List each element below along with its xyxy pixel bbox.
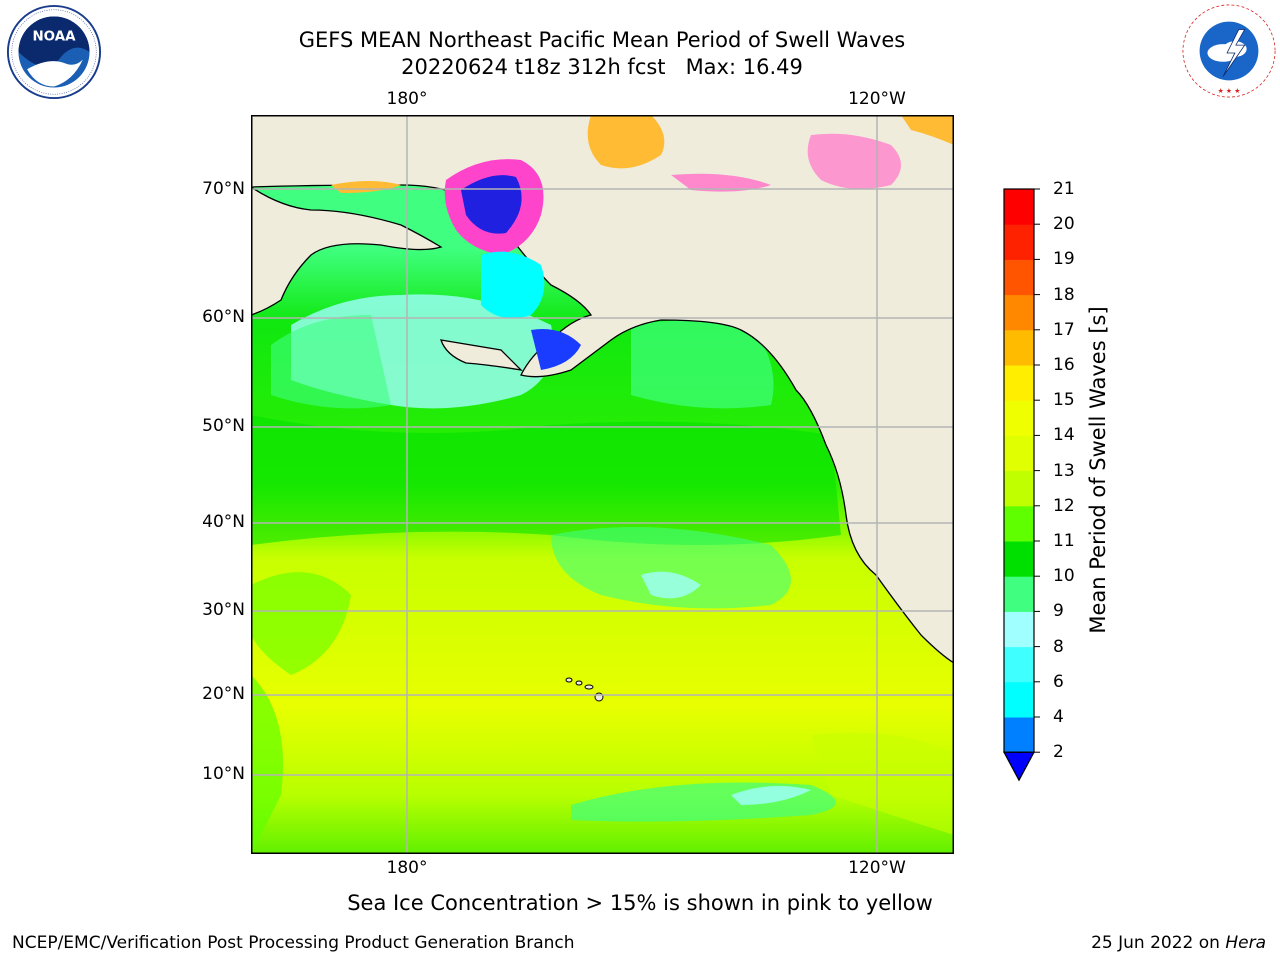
map-title: GEFS MEAN Northeast Pacific Mean Period … (298, 28, 906, 52)
colorbar-bin (1004, 189, 1034, 225)
colorbar-tick-label: 4 (1053, 707, 1064, 727)
lat-label-50n: 50°N (202, 416, 245, 436)
lat-label-70n: 70°N (202, 179, 245, 199)
map-subtitle: 20220624 t18z 312h fcst Max: 16.49 (401, 55, 803, 79)
colorbar-tick-label: 21 (1053, 179, 1075, 199)
colorbar-tick-label: 15 (1053, 390, 1075, 411)
nws-logo-icon: ★ ★ ★ (1181, 3, 1277, 99)
arctic-coast-ice (671, 173, 771, 192)
colorbar-tick-label: 8 (1053, 636, 1064, 657)
colorbar-bin (1004, 681, 1034, 718)
colorbar-bin (1004, 365, 1034, 401)
beaufort-sea-ice (587, 115, 665, 169)
colorbar-tick-label: 19 (1053, 249, 1075, 270)
noaa-logo-text: NOAA (32, 29, 76, 44)
north-pacific-swell-patch (251, 415, 841, 545)
east-siberian-ice (331, 181, 401, 193)
bering-sea-swell-low (481, 251, 545, 319)
colorbar-tick-label: 18 (1053, 284, 1075, 305)
aleutian-islands (440, 339, 523, 371)
swell-patches (251, 294, 954, 854)
colorbar (1002, 188, 1040, 782)
lat-label-40n: 40°N (202, 512, 245, 532)
colorbar-tick-label: 16 (1053, 355, 1075, 375)
colorbar-bin (1004, 259, 1034, 296)
date-text: 25 Jun 2022 on (1091, 933, 1226, 953)
central-pacific-swell-patch (551, 527, 791, 609)
lat-label-60n: 60°N (202, 307, 245, 327)
colorbar-tick-label: 2 (1053, 742, 1064, 763)
lon-label-top-180: 180° (386, 89, 428, 109)
svg-text:★ ★ ★: ★ ★ ★ (1218, 87, 1241, 95)
colorbar-title: Mean Period of Swell Waves [s] (1086, 306, 1110, 634)
noaa-logo-icon: NOAA (6, 4, 102, 100)
date-line: 25 Jun 2022 on Hera (1091, 932, 1266, 954)
sea-ice-overlay (331, 115, 954, 370)
colorbar-tick-label: 10 (1053, 566, 1075, 587)
map-frame (251, 115, 954, 854)
colorbar-bin (1004, 435, 1034, 472)
colorbar-bin (1004, 541, 1034, 577)
colorbar-tick-label: 13 (1053, 460, 1075, 481)
swell-period-map (251, 115, 954, 854)
equatorial-swell-core (731, 786, 811, 805)
colorbar-extend-arrow (1002, 751, 1036, 782)
graticule (251, 115, 954, 854)
colorbar-bin (1004, 611, 1034, 648)
southwest-swell-patch (251, 675, 283, 854)
colorbar-tick-label: 17 (1053, 319, 1075, 340)
lon-label-bottom-180: 180° (386, 858, 428, 878)
lon-label-bottom-120w: 120°W (848, 858, 906, 878)
colorbar-tick-label: 12 (1053, 495, 1075, 516)
lat-label-20n: 20°N (202, 684, 245, 704)
west-pacific-swell-patch (251, 572, 351, 675)
colorbar-tick-label: 14 (1053, 425, 1075, 446)
colorbar-bin (1004, 717, 1034, 753)
credit-line: NCEP/EMC/Verification Post Processing Pr… (12, 933, 575, 953)
colorbar-bin (1004, 576, 1034, 612)
colorbar-tick-label: 6 (1053, 671, 1064, 692)
colorbar-tick-label: 9 (1053, 601, 1064, 622)
lon-label-top-120w: 120°W (848, 89, 906, 109)
sea-ice-footnote: Sea Ice Concentration > 15% is shown in … (0, 890, 1280, 916)
colorbar-bin (1004, 646, 1034, 683)
gulf-alaska-swell-patch (631, 320, 774, 409)
central-pacific-swell-core (641, 571, 701, 599)
colorbar-bin (1004, 400, 1034, 436)
chukotka-land (251, 186, 443, 316)
bristol-bay-swell-low (531, 329, 581, 370)
colorbar-bin (1004, 294, 1034, 331)
colorbar-tick-label: 11 (1053, 531, 1075, 551)
hudson-ice (901, 115, 954, 145)
lat-label-30n: 30°N (202, 600, 245, 620)
sea-ice-footnote-text: Sea Ice Concentration > 15% is shown in … (347, 891, 933, 915)
bering-sea-swell-patch-outer (271, 315, 391, 409)
southeast-swell-patch (811, 732, 954, 835)
colorbar-bin (1004, 224, 1034, 260)
colorbar-bin (1004, 505, 1034, 542)
lat-label-10n: 10°N (202, 764, 245, 784)
chukchi-sea-ice-core (461, 175, 522, 234)
colorbar-tick-label: 20 (1053, 214, 1075, 235)
colorbar-bin (1004, 329, 1034, 366)
colorbar-bin (1004, 470, 1034, 507)
host-name: Hera (1225, 933, 1266, 953)
